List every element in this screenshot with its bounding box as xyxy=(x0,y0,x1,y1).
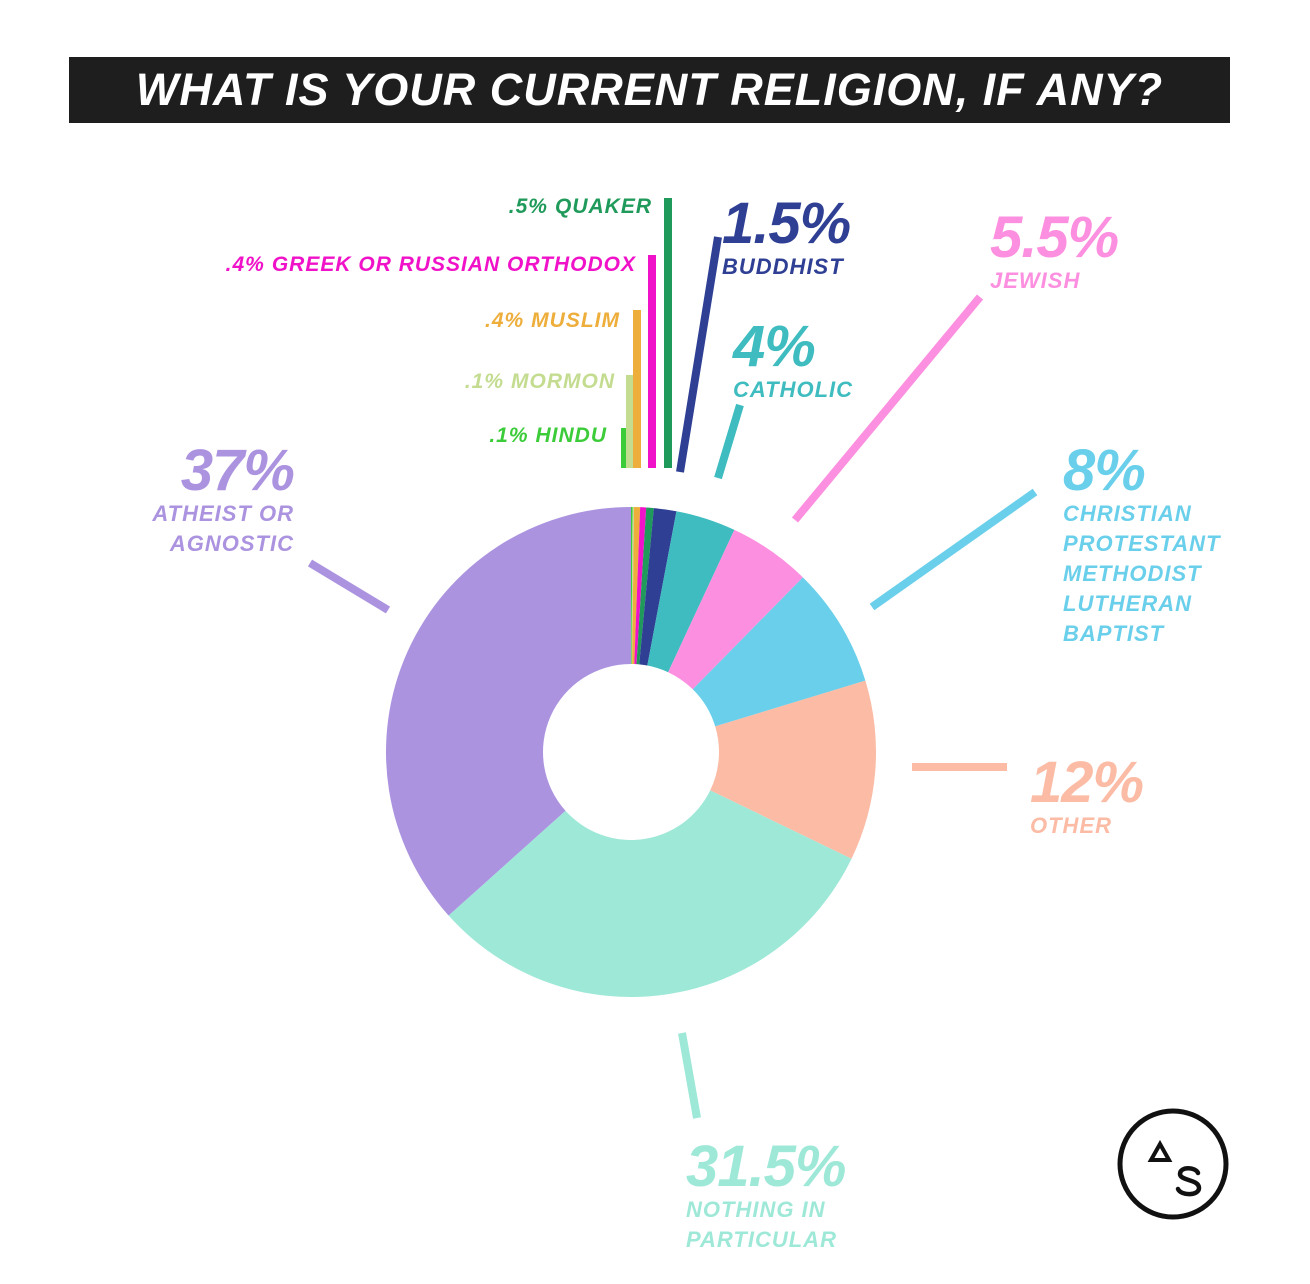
slice-label: 4% CATHOLIC xyxy=(733,314,933,405)
value-label: 5.5% xyxy=(990,205,1119,270)
leader-line xyxy=(676,236,722,473)
category-label: CATHOLIC xyxy=(733,377,854,402)
logo xyxy=(1117,1108,1229,1220)
slice-label: 1.5% BUDDHIST xyxy=(722,191,922,282)
value-label: .4% xyxy=(484,309,525,332)
category-label: NOTHING IN PARTICULAR xyxy=(686,1197,837,1252)
value-label: 37% xyxy=(180,438,295,503)
category-label: OTHER xyxy=(1030,813,1112,838)
value-label: .1% xyxy=(489,424,529,447)
slice xyxy=(631,507,633,665)
category-label: GREEK OR RUSSIAN ORTHODOX xyxy=(271,253,636,276)
category-label: QUAKER xyxy=(554,195,652,218)
slice xyxy=(647,511,735,673)
leader-line xyxy=(678,1032,701,1119)
logo-ring xyxy=(1117,1108,1229,1220)
value-label: 1.5% xyxy=(722,191,851,256)
slice-label: .4% MUSLIM xyxy=(485,309,620,333)
slice-label: .5% QUAKER xyxy=(509,195,652,219)
slice-label: 8% CHRISTIAN PROTESTANT METHODIST LUTHERA… xyxy=(1063,438,1243,649)
slice-label: .1% HINDU xyxy=(489,424,607,448)
category-label: ATHEIST OR AGNOSTIC xyxy=(152,501,294,556)
slice-label: .4% GREEK OR RUSSIAN ORTHODOX xyxy=(226,253,636,277)
slice-label: 12% OTHER xyxy=(1030,750,1230,841)
category-label: JEWISH xyxy=(990,268,1081,293)
slice xyxy=(668,529,803,690)
logo-s xyxy=(1175,1166,1202,1197)
value-label: .4% xyxy=(225,253,265,276)
slice xyxy=(634,507,647,665)
slice xyxy=(710,680,877,859)
chart-title: WHAT IS YOUR CURRENT RELIGION, IF ANY? xyxy=(69,57,1230,123)
slice xyxy=(636,507,654,665)
slice-label: 31.5% NOTHING IN PARTICULAR xyxy=(686,1134,906,1255)
slice xyxy=(631,507,635,665)
category-label: HINDU xyxy=(535,424,607,447)
slice xyxy=(448,790,852,997)
value-label: .1% xyxy=(464,370,504,393)
logo-triangle xyxy=(1147,1139,1173,1162)
leader-line xyxy=(307,559,391,614)
slice-label: .1% MORMON xyxy=(465,370,615,394)
slice xyxy=(386,507,631,916)
category-label: BUDDHIST xyxy=(722,254,844,279)
category-label: CHRISTIAN PROTESTANT METHODIST LUTHERAN … xyxy=(1063,501,1221,646)
slice xyxy=(692,577,866,727)
value-label: .5% xyxy=(508,195,548,218)
leader-line xyxy=(714,403,744,480)
value-label: 31.5% xyxy=(686,1134,846,1199)
slice xyxy=(632,507,641,665)
category-label: MUSLIM xyxy=(531,309,620,332)
category-label: MORMON xyxy=(511,370,615,393)
slice xyxy=(639,508,677,666)
value-label: 12% xyxy=(1030,750,1144,815)
slice-label: 5.5% JEWISH xyxy=(990,205,1190,296)
leader-line xyxy=(869,488,1038,611)
leader-line xyxy=(791,294,984,523)
value-label: 8% xyxy=(1063,438,1146,503)
value-label: 4% xyxy=(733,314,816,379)
slice-label: 37% ATHEIST OR AGNOSTIC xyxy=(94,438,295,559)
